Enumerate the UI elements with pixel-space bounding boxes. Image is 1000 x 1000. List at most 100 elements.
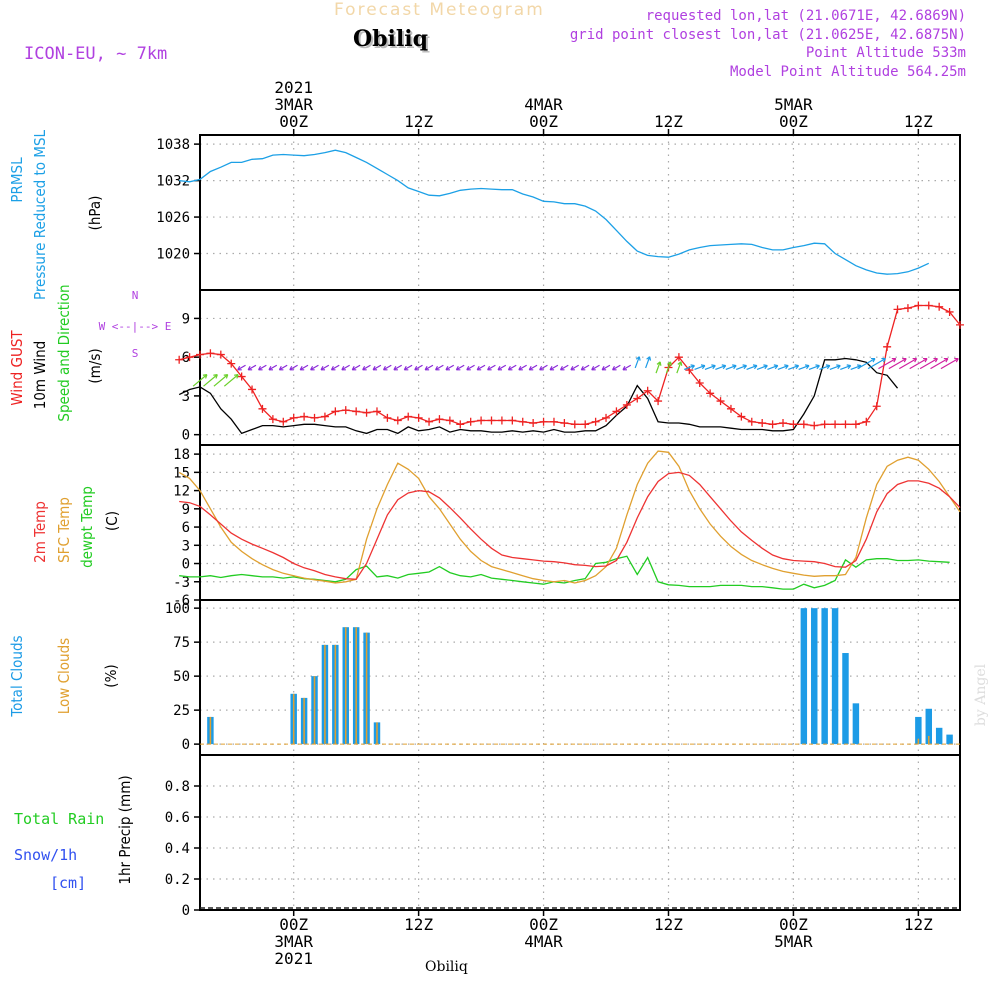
- compass-n: N: [132, 289, 139, 302]
- label-hpa: (hPa): [86, 196, 104, 231]
- wind-arrow-head: [403, 365, 409, 371]
- x-tick-label-top: 3MAR: [274, 95, 313, 114]
- wind-arrow-head: [677, 361, 683, 366]
- wind-arrow-head: [902, 357, 907, 363]
- wind-arrow-head: [213, 374, 218, 379]
- x-tick-label-bottom: 2021: [274, 949, 313, 968]
- y-tick-label: 75: [173, 635, 190, 651]
- gust-marker: [487, 416, 496, 425]
- y-tick-label: 9: [182, 311, 190, 327]
- gust-marker: [945, 307, 954, 316]
- x-tick-label-top: 2021: [274, 78, 313, 97]
- wind-arrow-head: [435, 365, 440, 371]
- x-tick-label-bottom: 00Z: [779, 915, 808, 934]
- gust-marker: [935, 302, 944, 311]
- wind-arrow-head: [362, 365, 367, 371]
- wind-arrow-head: [836, 364, 841, 370]
- wind-arrow-head: [580, 365, 586, 371]
- wind-arrow: [549, 364, 559, 371]
- wind-arrow-head: [247, 365, 253, 371]
- wind-arrow: [940, 358, 959, 370]
- x-tick-label-top: 12Z: [654, 112, 683, 131]
- gust-marker: [216, 350, 225, 359]
- wind-arrow: [909, 358, 928, 370]
- wind-arrow-head: [891, 357, 897, 363]
- point-altitude: Point Altitude 533m: [805, 45, 966, 61]
- x-tick-label-top: 4MAR: [524, 95, 563, 114]
- gust-marker: [622, 400, 631, 409]
- wind-arrow-head: [223, 374, 229, 379]
- wind-arrow: [676, 361, 682, 374]
- gust-marker: [914, 301, 923, 310]
- wind-arrow: [919, 358, 938, 370]
- wind-arrow: [476, 364, 486, 371]
- gust-marker: [362, 408, 371, 417]
- cloud-total-bar: [831, 608, 839, 745]
- wind-arrow-head: [351, 365, 357, 371]
- cloud-low-bar: [209, 716, 212, 745]
- wind-arrow-head: [601, 365, 607, 371]
- wind-arrow-head: [258, 365, 263, 371]
- wind-arrow-head: [289, 365, 294, 371]
- wind-arrow: [878, 358, 897, 370]
- wind-arrow-head: [278, 365, 284, 371]
- cloud-total-bar: [800, 608, 808, 745]
- wind-arrow-head: [912, 357, 918, 363]
- wind-arrow-head: [341, 365, 346, 371]
- wind-arrow: [665, 361, 672, 374]
- gust-marker: [497, 416, 506, 425]
- gust-marker: [841, 420, 850, 429]
- y-tick-label: 0.2: [165, 872, 190, 888]
- x-tick-label-top: 00Z: [529, 112, 558, 131]
- gust-marker: [643, 386, 652, 395]
- wind-arrow: [898, 358, 917, 370]
- wind-arrow-head: [943, 357, 949, 363]
- gust-marker: [196, 350, 204, 359]
- label-total-clouds: Total Clouds: [8, 635, 26, 717]
- cloud-low-bar: [917, 738, 920, 745]
- wind-arrow: [203, 374, 218, 387]
- wind-arrow-head: [455, 365, 461, 371]
- gust-marker: [831, 420, 840, 429]
- gust-marker: [674, 353, 683, 362]
- label-total-rain: Total Rain: [14, 810, 104, 828]
- gust-marker: [570, 420, 579, 429]
- wind-arrow-head: [784, 364, 789, 370]
- gust-marker: [654, 397, 663, 406]
- wind-arrow: [528, 364, 538, 371]
- wind-arrow-head: [690, 364, 695, 370]
- gust-marker: [268, 415, 277, 424]
- y-tick-label: 25: [173, 703, 190, 719]
- gust-marker: [477, 416, 486, 425]
- gust-marker: [445, 416, 454, 425]
- wind-arrow: [435, 364, 444, 371]
- cloud-low-bar: [365, 632, 368, 745]
- gust-marker: [602, 413, 611, 422]
- gust-marker: [206, 349, 215, 358]
- gust-marker: [726, 404, 735, 413]
- requested-coords: requested lon,lat (21.0671E, 42.6869N): [645, 8, 966, 24]
- y-tick-label: 1026: [156, 210, 190, 226]
- wind-arrow-head: [476, 365, 482, 371]
- wind-arrow: [247, 364, 257, 371]
- wind-arrow: [383, 364, 392, 371]
- cloud-low-bar: [324, 644, 326, 745]
- label-2m-temp: 2m Temp: [31, 501, 49, 563]
- gust-marker: [320, 412, 329, 421]
- wind-gust-line: [179, 304, 961, 427]
- gust-marker: [393, 416, 402, 425]
- y-tick-label: 6: [182, 520, 190, 536]
- label-snow-1h: Snow/1h: [14, 846, 77, 864]
- wind-arrow-head: [570, 365, 575, 371]
- model-altitude: Model Point Altitude 564.25m: [729, 64, 966, 80]
- gust-marker: [529, 419, 538, 428]
- wind-arrow: [634, 356, 640, 369]
- wind-arrow: [289, 364, 298, 371]
- wind-arrow: [655, 361, 661, 374]
- label-cm: [cm]: [50, 874, 86, 892]
- gust-marker: [768, 420, 777, 429]
- gust-marker: [258, 404, 267, 413]
- wind-arrow-head: [234, 374, 239, 379]
- gust-marker: [466, 417, 475, 426]
- wind-arrow: [351, 364, 361, 371]
